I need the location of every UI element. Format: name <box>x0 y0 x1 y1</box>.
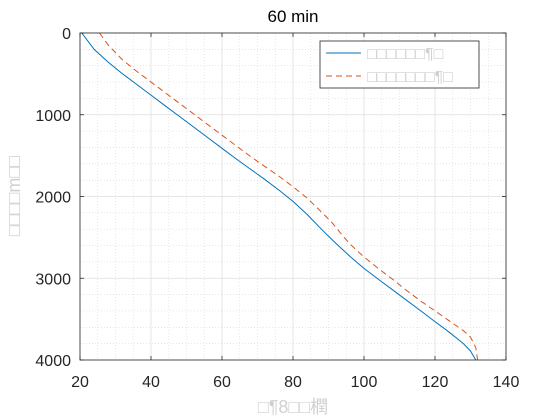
legend-label-series-1: □□□□□□¶□ <box>367 46 444 63</box>
y-axis-title: □□□□m□□ <box>4 156 24 236</box>
y-tick-label: 0 <box>62 26 71 43</box>
legend: □□□□□□¶□ □□□□□□□¶□ <box>319 40 480 89</box>
x-tick-label: 40 <box>142 374 160 391</box>
series-layer <box>81 32 479 361</box>
legend-label-series-2: □□□□□□□¶□ <box>367 69 453 86</box>
y-tick-label: 3000 <box>35 271 71 288</box>
x-tick-label: 20 <box>71 374 89 391</box>
legend-box <box>319 40 480 89</box>
x-axis-title: □¶8□□橍 <box>258 397 328 417</box>
x-tick-label: 120 <box>422 374 449 391</box>
x-tick-label: 140 <box>493 374 520 391</box>
axis-ticks <box>79 32 507 361</box>
y-tick-label: 1000 <box>35 108 71 125</box>
y-tick-label: 2000 <box>35 190 71 207</box>
x-axis-tick-labels: 20 40 60 80 100 120 140 <box>71 374 519 391</box>
y-axis-tick-labels: 0 1000 2000 3000 4000 <box>35 26 71 370</box>
y-tick-label: 4000 <box>35 353 71 370</box>
x-tick-label: 80 <box>284 374 302 391</box>
chart-title: 60 min <box>267 7 318 26</box>
x-tick-label: 60 <box>213 374 231 391</box>
series-line-1 <box>81 32 477 361</box>
x-tick-label: 100 <box>351 374 378 391</box>
